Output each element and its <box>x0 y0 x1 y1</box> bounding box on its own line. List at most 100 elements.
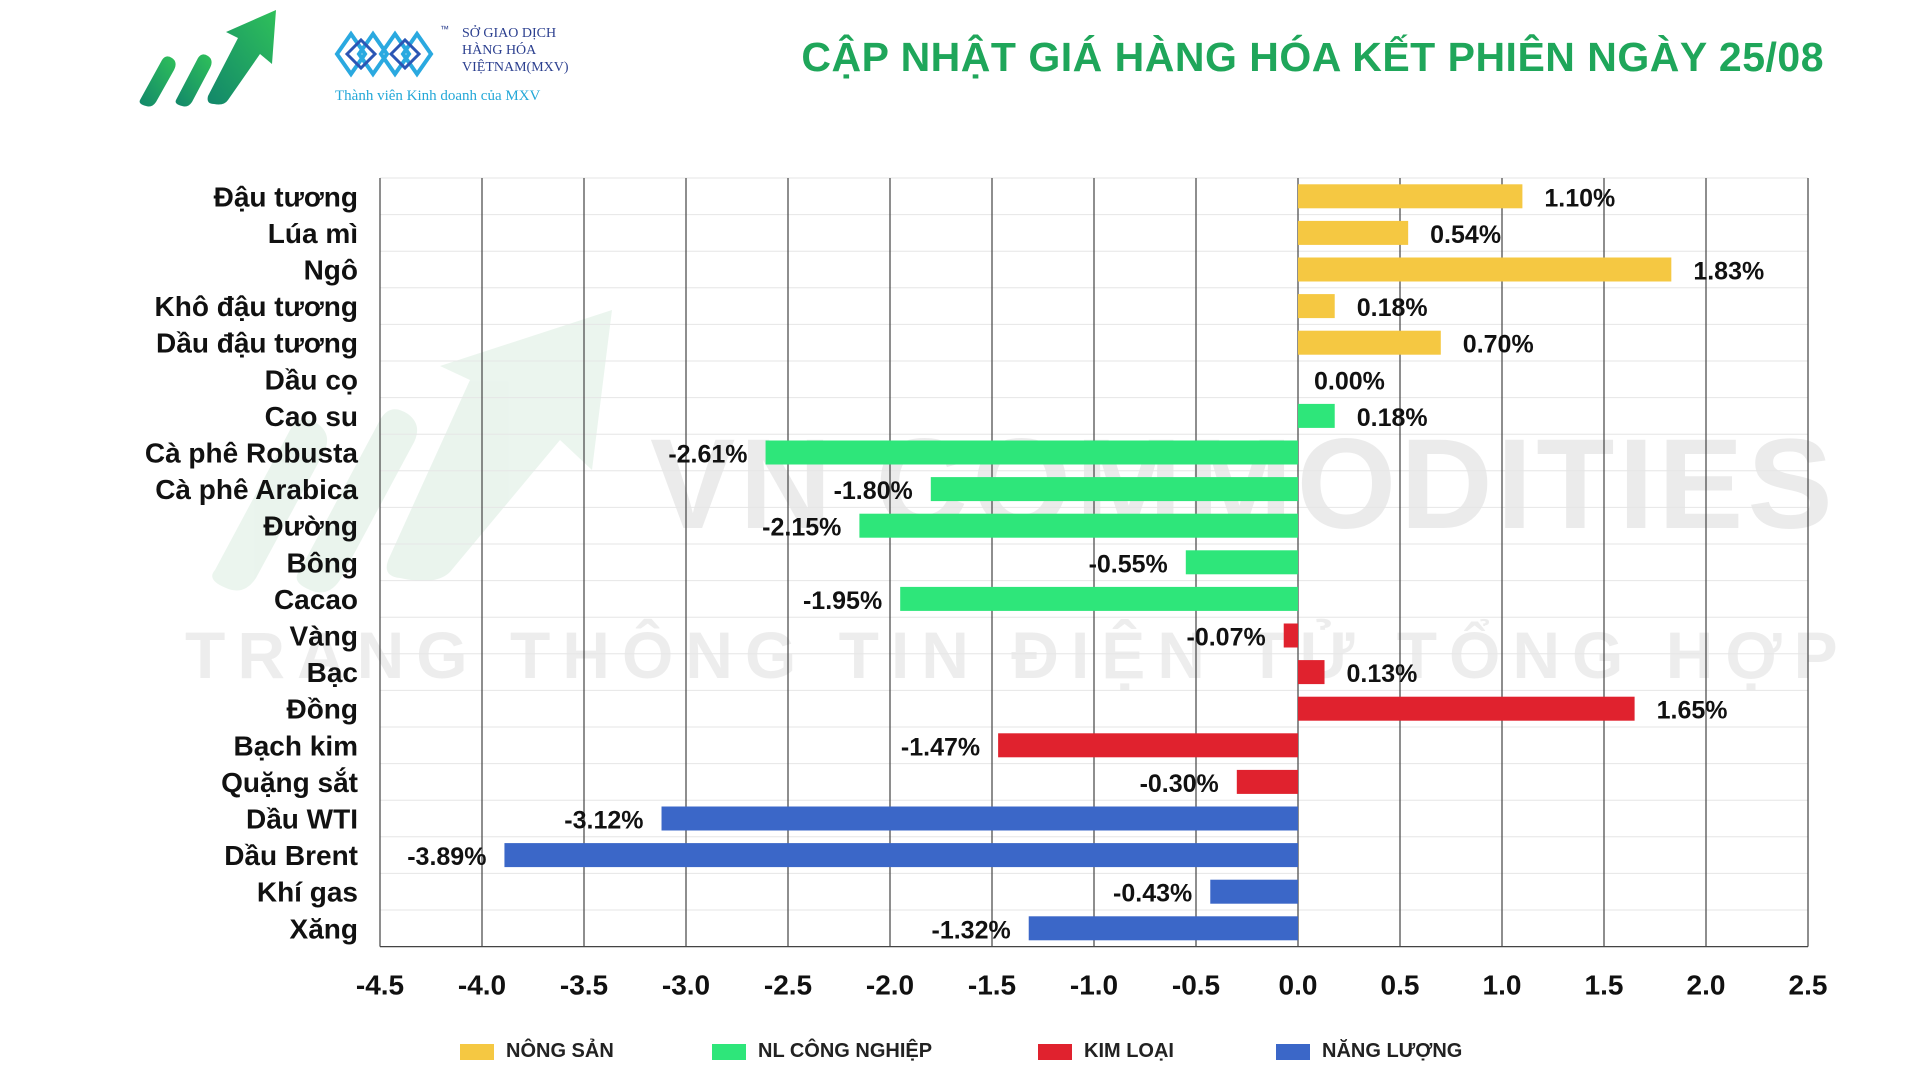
category-label: Cacao <box>274 584 358 615</box>
bar <box>930 477 1298 502</box>
data-label: -0.07% <box>1187 624 1266 652</box>
x-tick-label: -2.0 <box>866 970 914 1001</box>
bar <box>1298 257 1672 282</box>
mxv-line3: VIỆTNAM(MXV) <box>462 60 569 75</box>
bar-chart: -4.5 -4.0 -3.5 -3.0 -2.5 -2.0 -1.5 -1.0 -0.5 0.0 0… <box>145 177 1828 1001</box>
category-label: Cà phê Robusta <box>145 438 359 469</box>
mxv-line2: HÀNG HÓA <box>462 43 537 58</box>
bar <box>1298 403 1335 428</box>
category-label: Bạch kim <box>234 730 359 761</box>
bar <box>1185 550 1298 575</box>
legend-item: NĂNG LƯỢNG <box>1276 1040 1462 1063</box>
category-label: Dầu cọ <box>265 364 358 395</box>
bar <box>859 513 1298 538</box>
category-label: Đường <box>263 511 358 542</box>
data-label: -0.55% <box>1089 550 1168 578</box>
data-label: -2.15% <box>762 514 841 542</box>
data-label: 0.00% <box>1314 367 1385 395</box>
header: SỞ GIAO DỊCH HÀNG HÓA VIỆTNAM(MXV) ™ Thà… <box>0 0 1920 130</box>
trademark-symbol: ™ <box>440 24 449 34</box>
x-tick-label: -4.0 <box>458 970 506 1001</box>
x-tick-label: 2.0 <box>1687 970 1726 1001</box>
bar <box>1283 623 1298 648</box>
bar <box>1298 696 1635 721</box>
data-label: 0.54% <box>1430 221 1501 249</box>
bar <box>1028 916 1298 941</box>
data-label: 1.10% <box>1544 184 1615 212</box>
legend-swatch <box>1038 1043 1072 1060</box>
mxv-diamond-logo-icon <box>334 30 434 78</box>
bar <box>1236 769 1298 794</box>
chart-legend: NÔNG SẢN NL CÔNG NGHIỆP KIM LOẠI NĂNG LƯỢNG <box>0 1040 1920 1070</box>
x-tick-label: -3.5 <box>560 970 608 1001</box>
x-tick-label: 1.5 <box>1585 970 1624 1001</box>
category-label: Cao su <box>265 401 358 432</box>
data-label: -3.89% <box>407 843 486 871</box>
bars-layer <box>504 184 1672 941</box>
page-title: CẬP NHẬT GIÁ HÀNG HÓA KẾT PHIÊN NGÀY 25/… <box>801 34 1824 80</box>
legend-label: NL CÔNG NGHIỆP <box>758 1040 933 1062</box>
x-tick-label: 0.5 <box>1381 970 1420 1001</box>
category-label: Lúa mì <box>268 218 358 249</box>
bar <box>661 806 1298 831</box>
data-label: -1.95% <box>803 587 882 615</box>
category-label: Quặng sắt <box>221 767 358 798</box>
category-label: Dầu WTI <box>246 804 358 835</box>
category-label: Dầu đậu tương <box>156 328 358 359</box>
legend-item: NL CÔNG NGHIỆP <box>712 1040 932 1063</box>
data-label: 1.65% <box>1657 697 1728 725</box>
category-label: Ngô <box>304 255 358 286</box>
bar <box>765 440 1298 465</box>
bar <box>1298 184 1523 209</box>
category-label: Xăng <box>290 913 358 944</box>
legend-swatch <box>1276 1043 1310 1060</box>
data-label: -0.43% <box>1113 880 1192 908</box>
legend-label: KIM LOẠI <box>1084 1040 1174 1062</box>
labels-layer: -4.5 -4.0 -3.5 -3.0 -2.5 -2.0 -1.5 -1.0 -0.5 0.0 0… <box>145 181 1828 1000</box>
bar <box>1298 294 1335 319</box>
legend-swatch <box>460 1043 494 1060</box>
bar <box>900 586 1298 611</box>
category-label: Khô đậu tương <box>155 291 358 322</box>
x-tick-label: 1.0 <box>1483 970 1522 1001</box>
category-label: Khí gas <box>257 877 358 908</box>
category-label: Cà phê Arabica <box>155 474 358 505</box>
bar <box>1298 660 1325 685</box>
data-label: 0.18% <box>1357 404 1428 432</box>
x-tick-label: -2.5 <box>764 970 812 1001</box>
data-label: 0.18% <box>1357 294 1428 322</box>
x-tick-label: -1.0 <box>1070 970 1118 1001</box>
legend-item: KIM LOẠI <box>1038 1040 1174 1063</box>
category-label: Dầu Brent <box>224 840 358 871</box>
legend-label: NĂNG LƯỢNG <box>1322 1040 1463 1062</box>
data-label: -1.32% <box>932 916 1011 944</box>
x-tick-label: 0.0 <box>1279 970 1318 1001</box>
legend-swatch <box>712 1043 746 1060</box>
mxv-line1: SỞ GIAO DỊCH <box>462 26 557 41</box>
data-label: -3.12% <box>564 807 643 835</box>
growth-arrow-logo-icon <box>139 10 276 107</box>
data-label: -2.61% <box>668 441 747 469</box>
bar <box>998 733 1298 758</box>
x-tick-label: -1.5 <box>968 970 1016 1001</box>
legend-label: NÔNG SẢN <box>506 1040 614 1062</box>
data-label: -1.47% <box>901 733 980 761</box>
category-label: Đồng <box>286 694 358 725</box>
legend-item: NÔNG SẢN <box>460 1040 614 1063</box>
bar <box>504 843 1298 868</box>
mxv-name: SỞ GIAO DỊCH HÀNG HÓA VIỆTNAM(MXV) <box>462 25 569 76</box>
x-tick-label: 2.5 <box>1789 970 1828 1001</box>
bar <box>1210 879 1298 904</box>
data-label: -0.30% <box>1140 770 1219 798</box>
category-label: Bạc <box>307 657 358 688</box>
x-tick-label: -0.5 <box>1172 970 1220 1001</box>
data-label: 0.70% <box>1463 331 1534 359</box>
bar <box>1298 220 1409 245</box>
category-label: Bông <box>286 547 358 578</box>
mxv-subtitle: Thành viên Kinh doanh của MXV <box>335 88 541 104</box>
category-label: Đậu tương <box>214 181 358 212</box>
data-label: 0.13% <box>1347 660 1418 688</box>
data-label: 1.83% <box>1693 258 1764 286</box>
data-label: -1.80% <box>834 477 913 505</box>
category-label: Vàng <box>290 621 358 652</box>
